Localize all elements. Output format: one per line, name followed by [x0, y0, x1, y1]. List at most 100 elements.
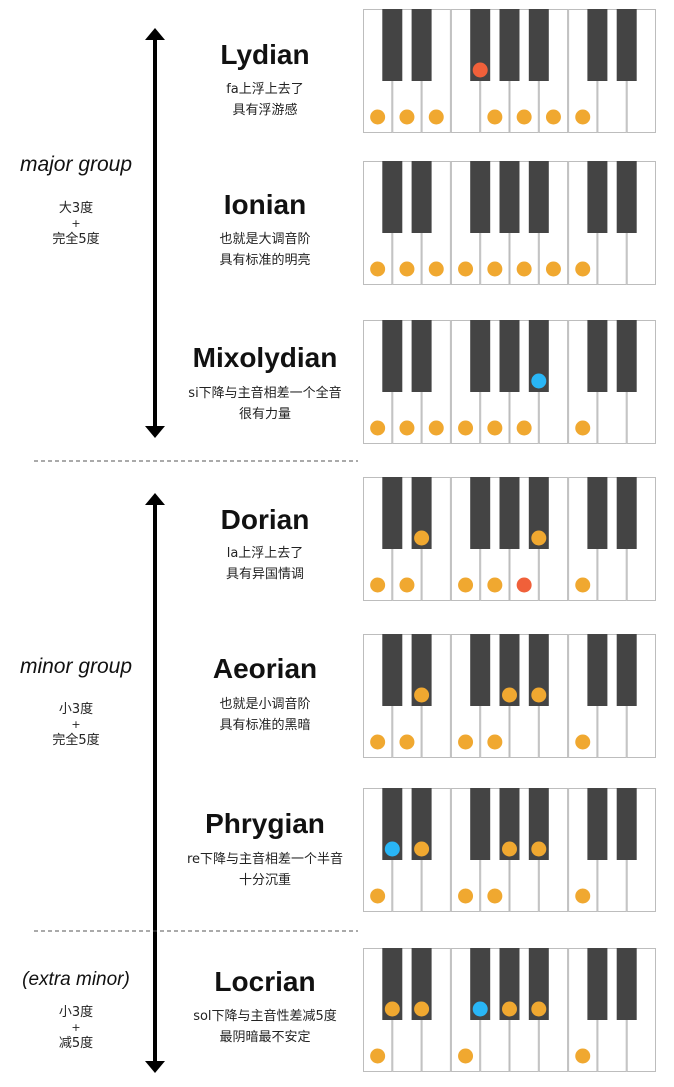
black-key: [382, 161, 403, 233]
scale-note-dot: [502, 687, 517, 703]
black-key: [528, 948, 549, 1020]
black-key: [499, 634, 520, 706]
black-key: [470, 788, 491, 860]
scale-note-dot: [399, 109, 415, 125]
mode-description: 也就是大调音阶 具有标准的明亮: [160, 229, 370, 271]
black-key: [382, 634, 403, 706]
scale-note-dot: [502, 841, 517, 857]
scale-note-dot: [458, 420, 474, 436]
lowered-note-dot: [531, 373, 547, 389]
scale-note-dot: [458, 261, 474, 277]
black-key: [382, 9, 403, 81]
group-interval-line: 减5度: [58, 1036, 94, 1051]
mode-description-line: 具有浮游感: [232, 103, 298, 118]
black-key: [587, 320, 608, 392]
scale-note-dot: [545, 261, 561, 277]
piano-keys: [363, 161, 657, 285]
black-key: [470, 320, 491, 392]
group-interval-minor: 小3度 + 完全5度: [0, 700, 152, 750]
keyboard-mixolydian: [363, 320, 657, 444]
keyboard-aeorian: [363, 634, 657, 758]
keyboard-lydian: [363, 9, 657, 133]
group-interval-extra-minor: 小3度 + 减5度: [0, 1003, 152, 1053]
scale-note-dot: [428, 109, 444, 125]
black-key: [470, 9, 491, 81]
group-interval-line: 完全5度: [52, 232, 100, 247]
black-key: [411, 320, 432, 392]
group-label-minor: minor group: [19, 655, 133, 678]
scale-note-dot: [531, 687, 547, 703]
scale-note-dot: [384, 1001, 400, 1017]
scale-note-dot: [399, 420, 415, 436]
black-key: [528, 161, 549, 233]
black-key: [382, 948, 403, 1020]
keyboard-locrian: [363, 948, 657, 1072]
scale-note-dot: [487, 261, 503, 277]
black-key: [616, 634, 637, 706]
black-key: [587, 477, 608, 549]
mode-description-line: sol下降与主音性差减5度: [193, 1009, 337, 1024]
scale-note-dot: [487, 109, 503, 125]
piano-keys: [363, 9, 657, 133]
scale-note-dot: [575, 109, 591, 125]
black-key: [499, 477, 520, 549]
scale-note-dot: [458, 888, 474, 904]
scale-note-dot: [487, 734, 503, 750]
mode-description: 也就是小调音阶 具有标准的黑暗: [160, 694, 370, 736]
mode-description-line: si下降与主音相差一个全音: [188, 386, 342, 401]
black-key: [528, 320, 549, 392]
group-label-extra-minor: (extra minor): [22, 969, 130, 990]
group-interval-line: +: [71, 1021, 81, 1034]
scale-note-dot: [531, 841, 547, 857]
group-interval-line: 完全5度: [52, 733, 100, 748]
scale-note-dot: [399, 734, 415, 750]
piano-keys: [363, 634, 657, 758]
keyboard-dorian: [363, 477, 657, 601]
lowered-note-dot: [472, 1001, 488, 1017]
black-key: [616, 948, 637, 1020]
scale-note-dot: [414, 530, 430, 546]
group-divider: [34, 930, 358, 932]
scale-note-dot: [370, 734, 386, 750]
scale-note-dot: [516, 109, 532, 125]
black-key: [528, 9, 549, 81]
black-key: [382, 477, 403, 549]
scale-note-dot: [370, 1048, 386, 1064]
scale-note-dot: [370, 888, 386, 904]
mode-description: re下降与主音相差一个半音 十分沉重: [160, 849, 370, 891]
black-key: [587, 634, 608, 706]
scale-note-dot: [458, 734, 474, 750]
scale-note-dot: [516, 420, 532, 436]
mode-description-line: 十分沉重: [238, 873, 291, 888]
black-key: [616, 9, 637, 81]
mode-description: la上浮上去了 具有异国情调: [160, 543, 370, 585]
mode-description-line: 最阴暗最不安定: [219, 1030, 311, 1045]
mode-name-mixolydian: Mixolydian: [192, 342, 338, 373]
mode-description-line: re下降与主音相差一个半音: [186, 852, 344, 867]
scale-note-dot: [575, 420, 591, 436]
mode-description-line: 也就是大调音阶: [219, 232, 311, 247]
keyboard-ionian: [363, 161, 657, 285]
group-divider: [34, 460, 358, 462]
black-key: [587, 9, 608, 81]
group-interval-line: +: [71, 217, 81, 230]
scale-note-dot: [370, 261, 386, 277]
scale-note-dot: [399, 577, 415, 593]
mode-description-line: 具有异国情调: [225, 567, 304, 582]
mode-description-line: 具有标准的黑暗: [219, 718, 311, 733]
black-key: [411, 634, 432, 706]
mode-name-dorian: Dorian: [220, 504, 310, 535]
group-interval-line: 小3度: [58, 1005, 94, 1020]
black-key: [499, 9, 520, 81]
scale-note-dot: [487, 888, 503, 904]
raised-note-dot: [516, 577, 532, 593]
scale-note-dot: [545, 109, 561, 125]
black-key: [411, 477, 432, 549]
piano-keys: [363, 948, 657, 1072]
black-key: [616, 788, 637, 860]
black-key: [470, 477, 491, 549]
black-key: [499, 320, 520, 392]
scale-note-dot: [487, 577, 503, 593]
black-key: [499, 788, 520, 860]
mode-name-lydian: Lydian: [220, 39, 310, 70]
